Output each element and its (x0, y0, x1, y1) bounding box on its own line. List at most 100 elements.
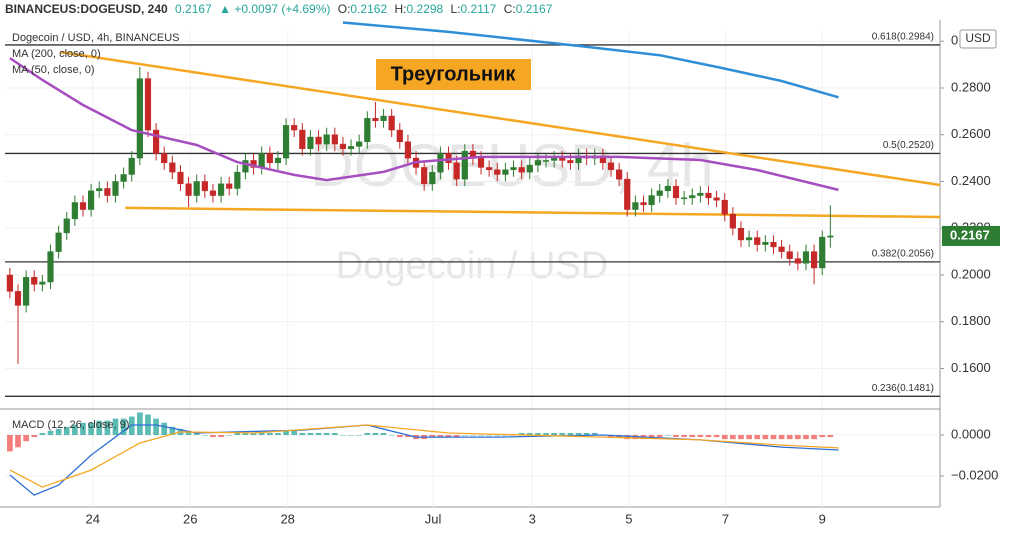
candle-body (96, 188, 103, 192)
candle-body (136, 78, 143, 159)
h-label: H: (394, 2, 406, 16)
price-tag (942, 225, 1000, 246)
legend-entry: MA (200, close, 0) (12, 48, 101, 60)
candle-body (421, 167, 428, 185)
annotation-box (376, 59, 531, 90)
macd-bar (811, 435, 817, 440)
macd-bar (7, 435, 13, 452)
macd-bar (705, 435, 712, 438)
candle-body (201, 181, 208, 192)
c-value: 0.2167 (516, 2, 553, 16)
macd-bar (55, 428, 62, 436)
macd-bar (697, 435, 704, 438)
candle-body (6, 274, 13, 292)
macd-bar (535, 432, 541, 436)
candle-body (372, 118, 379, 121)
candle-body (477, 157, 485, 168)
candle-body (697, 192, 704, 196)
macd-bar (656, 435, 663, 438)
candle-body (88, 190, 95, 210)
macd-bar (461, 435, 468, 436)
macd-bar (283, 430, 289, 436)
c-label: C: (504, 2, 516, 16)
candle-body (71, 202, 78, 220)
header: BINANCEUS:DOGEUSD, 240 0.2167 ▲ +0.0097 … (5, 2, 553, 16)
candle-body (632, 202, 639, 210)
macd-bar (437, 435, 444, 438)
macd-bar (803, 435, 809, 440)
candle-body (770, 242, 777, 248)
macd-bar (624, 435, 631, 440)
candle-body (453, 162, 460, 180)
macd-bar (266, 432, 273, 436)
macd-bar (648, 435, 655, 438)
candle-body (648, 195, 655, 206)
macd-bar (315, 432, 322, 436)
x-tick-label: 7 (722, 511, 729, 526)
candle-body (794, 258, 801, 264)
trendline (60, 50, 941, 187)
macd-bar (201, 435, 208, 436)
macd-bar (153, 418, 159, 436)
candle-body (559, 157, 566, 161)
candle-body (79, 202, 87, 210)
macd-bar (405, 435, 411, 438)
candle-body (778, 246, 785, 252)
candle-body (39, 281, 46, 285)
candle-body (786, 251, 793, 259)
candle-body (404, 141, 412, 159)
change: +0.0097 (+4.69%) (234, 2, 330, 16)
candle-body (518, 167, 525, 173)
candle-body (104, 188, 111, 196)
macd-bar (526, 432, 533, 436)
macd-bar (827, 435, 834, 438)
candle-body (331, 134, 338, 145)
candle-body (640, 202, 647, 206)
macd-bar (372, 432, 379, 436)
macd-bar (323, 432, 330, 436)
macd-bar (161, 422, 168, 436)
macd-bar (47, 430, 54, 436)
macd-bar (575, 432, 582, 436)
y-tick-label: 0.0000 (951, 426, 991, 441)
candle-body (31, 277, 38, 285)
candle-body (323, 134, 330, 145)
l-value: 0.2117 (461, 2, 497, 16)
candle-body (746, 237, 753, 241)
candle-body (705, 192, 712, 199)
y-tick-label: 0.1600 (951, 360, 991, 375)
macd-bar (80, 422, 86, 436)
macd-bar (721, 435, 728, 440)
x-tick-label: 28 (280, 511, 294, 526)
macd-bar (713, 435, 720, 438)
candle-body (672, 185, 680, 199)
candle-body (169, 162, 176, 173)
candle-body (729, 213, 736, 229)
macd-bar (502, 435, 509, 436)
macd-bar (356, 435, 363, 436)
h-value: 0.2298 (406, 2, 443, 16)
macd-bar (445, 435, 452, 438)
macd-bar (15, 435, 21, 448)
watermark: Dogecoin / USD (336, 245, 608, 287)
watermark: DOGEUSD, 4h (310, 132, 713, 199)
candle-body (193, 181, 200, 196)
y-tick-label: 0.1800 (951, 313, 991, 328)
y-tick-label: 0.2800 (951, 79, 991, 94)
candle-body (185, 183, 192, 196)
x-tick-label: 9 (819, 511, 826, 526)
candle-body (494, 169, 501, 175)
macd-bar (786, 435, 793, 440)
candle-body (266, 153, 273, 164)
candle-body (510, 167, 517, 171)
macd-bar (96, 420, 103, 436)
candle-body (664, 185, 671, 192)
macd-bar (794, 435, 801, 440)
candle-body (144, 78, 152, 131)
y-tick-label: −0.0200 (951, 467, 998, 482)
candle-body (819, 236, 826, 269)
candle-body (656, 190, 663, 196)
macd-bar (299, 432, 306, 436)
candle-body (754, 237, 761, 245)
macd-bar (762, 435, 769, 440)
